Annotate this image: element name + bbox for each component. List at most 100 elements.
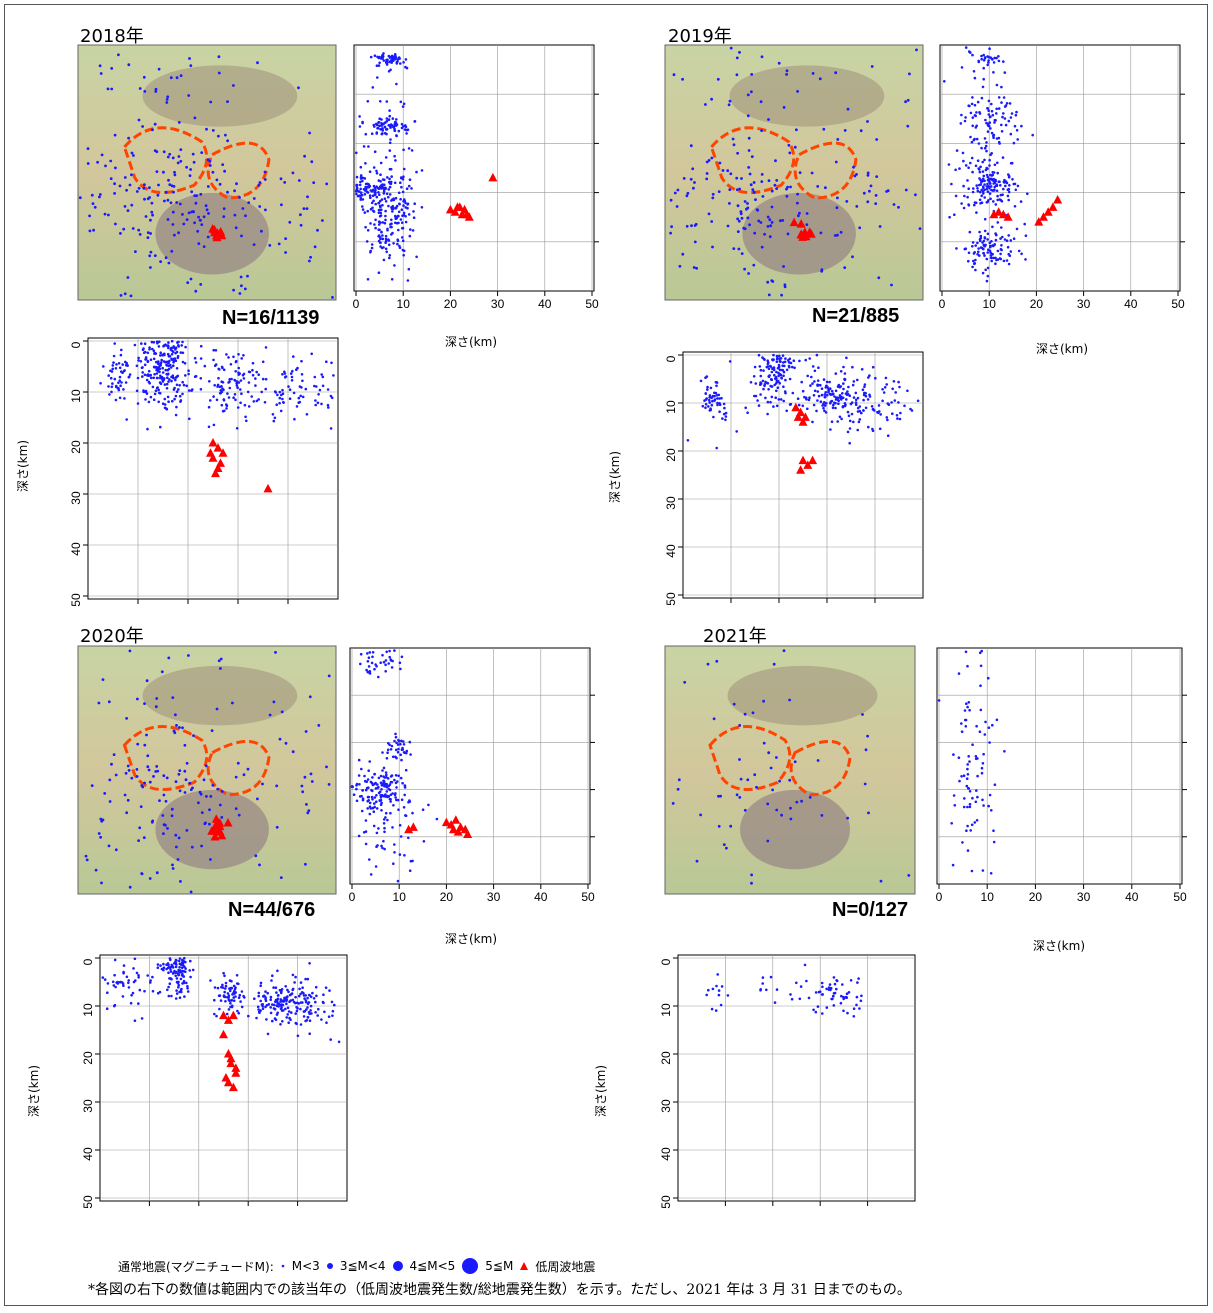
map-epicenter [743,808,747,812]
earthquake-point [218,994,222,997]
earthquake-point [168,982,172,985]
earthquake-point [263,401,267,404]
map-epicenter [719,794,722,798]
map-epicenter [833,234,837,237]
earthquake-point [125,418,128,421]
earthquake-point [228,989,232,993]
lowfreq-point [231,1068,241,1077]
earthquake-point [178,957,182,960]
earthquake-point [828,387,832,390]
earthquake-point [248,370,252,374]
earthquake-point [958,167,961,170]
lowfreq-point [1053,194,1063,204]
earthquake-point [828,380,831,384]
map-epicenter [208,808,211,812]
earthquake-point [1020,124,1023,128]
earthquake-point [772,366,776,369]
earthquake-point [1013,182,1017,186]
earthquake-point [374,865,378,868]
earthquake-point [112,984,116,987]
map-epicenter [263,178,267,181]
earthquake-point [386,777,390,780]
lowfreq-point [803,460,813,469]
earthquake-point [992,840,996,844]
earthquake-point [988,47,991,50]
earthquake-point [984,118,987,122]
earthquake-point [382,246,385,249]
earthquake-point [327,1015,331,1018]
earthquake-point [355,799,359,803]
earthquake-point [199,357,203,360]
earthquake-point [970,869,974,873]
map-epicenter [200,844,203,848]
map-epicenter [199,192,203,196]
earthquake-point [379,774,383,778]
earthquake-point [318,388,322,392]
earthquake-point [355,192,358,196]
earthquake-point [310,352,313,356]
earthquake-point [1024,258,1027,261]
earthquake-point [985,141,988,144]
earthquake-point [846,1011,849,1015]
earthquake-point [983,236,987,239]
earthquake-point [962,159,965,163]
earthquake-point [369,873,373,876]
earthquake-point [1003,117,1007,120]
earthquake-point [367,799,370,802]
earthquake-point [356,189,359,193]
map-epicenter [272,700,276,704]
y-tick-label: 30 [69,491,83,505]
earthquake-point [766,365,770,368]
earthquake-point [115,384,118,388]
earthquake-point [138,988,142,992]
earthquake-point [371,798,374,801]
earthquake-point [254,377,257,380]
earthquake-point [986,63,989,67]
earthquake-point [269,998,272,1001]
earthquake-point [123,397,126,400]
earthquake-point [119,980,123,984]
map-lowfreq-mark [796,219,806,228]
ns-section-2020: 0 10 20 30 40 50 [72,954,348,1209]
earthquake-point [384,239,388,243]
earthquake-point [287,385,290,388]
earthquake-point [223,974,226,978]
earthquake-point [989,872,993,875]
map-epicenter [750,873,753,877]
earthquake-point [823,409,826,413]
legend-m4: 5≦M [485,1259,514,1273]
earthquake-point [385,650,388,654]
earthquake-point [373,796,377,799]
mountain-relief [729,65,885,127]
earthquake-point [971,170,974,174]
map-epicenter [743,267,746,271]
map-epicenter [711,192,715,196]
earthquake-point [301,395,305,399]
earthquake-point [185,981,188,985]
map-epicenter [174,833,178,837]
earthquake-point [991,171,994,174]
earthquake-point [844,403,847,407]
earthquake-point [222,994,226,997]
earthquake-point [983,254,986,257]
earthquake-point [986,190,990,193]
map-epicenter [136,697,139,701]
earthquake-point [331,1009,335,1013]
map-epicenter [191,786,194,790]
earthquake-point [356,194,360,198]
earthquake-point [289,372,293,375]
earthquake-point [105,1007,109,1010]
earthquake-point [229,363,233,366]
earthquake-point [362,145,366,148]
earthquake-point [996,221,1000,224]
map-epicenter [673,191,677,195]
earthquake-point [337,1040,341,1044]
earthquake-point [151,975,154,979]
earthquake-point [255,399,259,403]
earthquake-point [398,246,402,249]
earthquake-point [381,846,384,850]
earthquake-point [1007,234,1010,237]
earthquake-point [990,131,994,135]
earthquake-point [144,358,147,361]
earthquake-point [390,774,394,777]
